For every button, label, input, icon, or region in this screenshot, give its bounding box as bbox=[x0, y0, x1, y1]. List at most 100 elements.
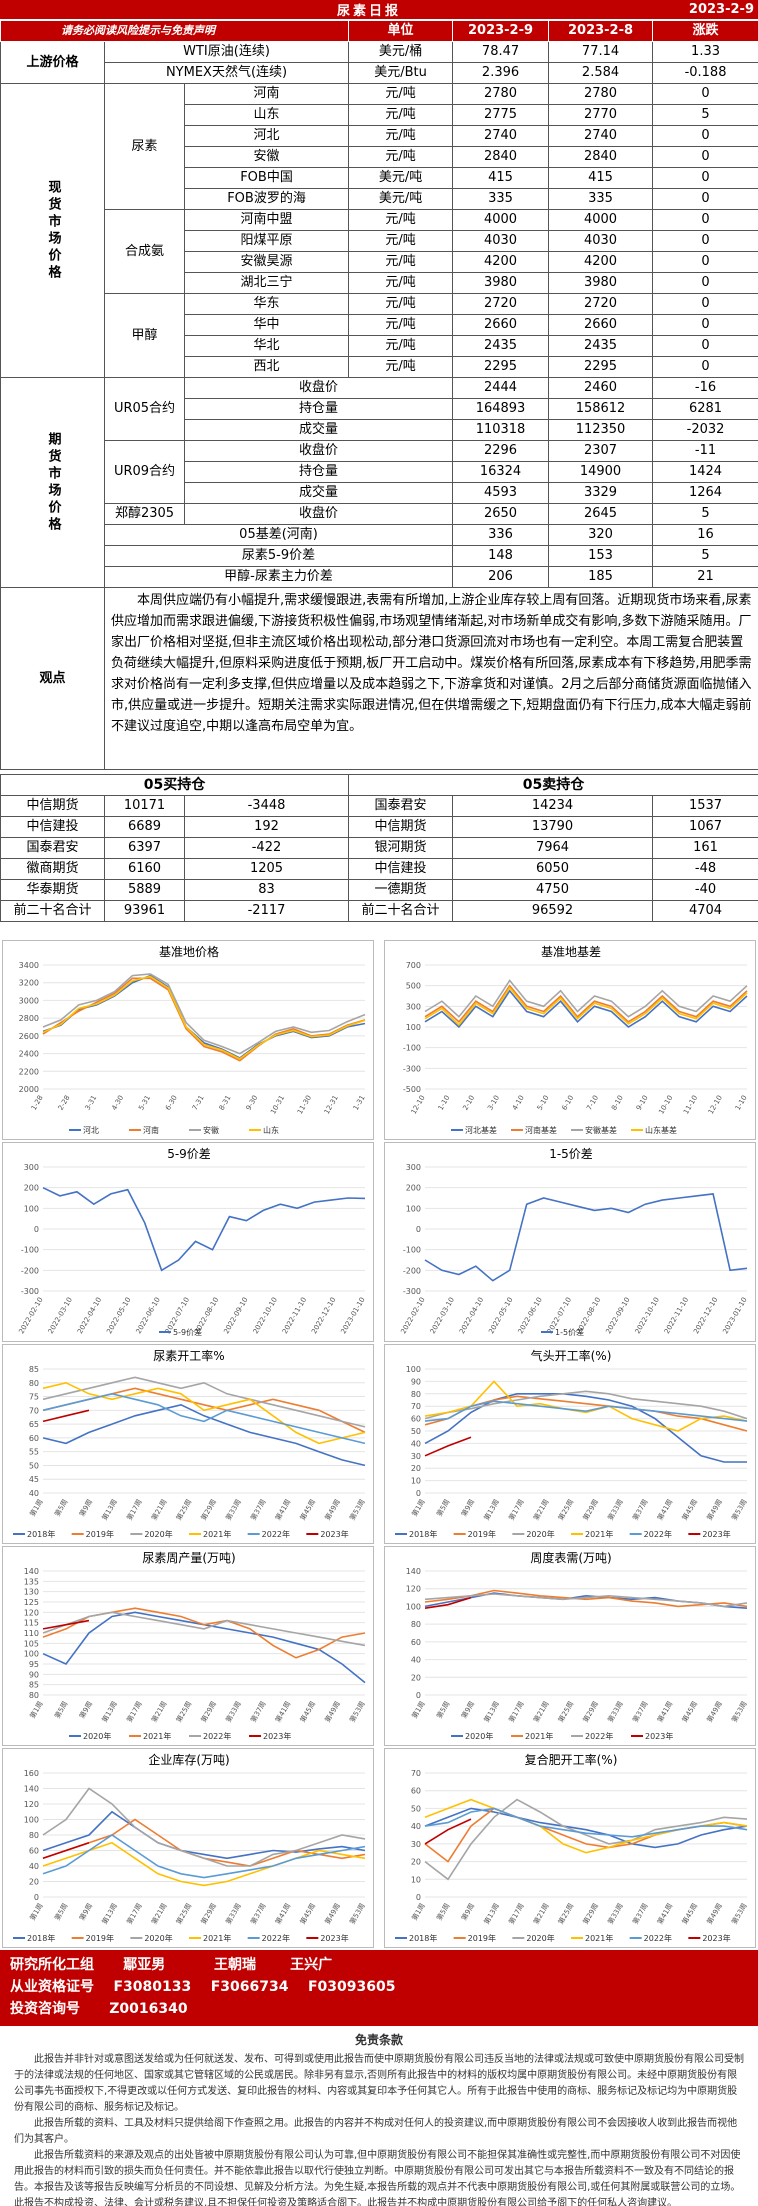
x-tick-label: 第45周 bbox=[298, 1498, 317, 1522]
item-name: 收盘价 bbox=[183, 440, 454, 462]
y-tick-label: 70 bbox=[411, 1402, 421, 1411]
x-tick-label: 第13周 bbox=[482, 1498, 501, 1522]
futures-row: 持仓量 16324 14900 1424 bbox=[1, 461, 758, 483]
position-row: 中信期货 10171 -3448 国泰君安 14234 1537 bbox=[0, 795, 758, 817]
legend-label: 河北基差 bbox=[465, 1125, 497, 1135]
y-tick-label: 45 bbox=[29, 1475, 39, 1484]
legend-label: 安徽 bbox=[203, 1125, 219, 1135]
y-tick-label: 140 bbox=[24, 1785, 39, 1794]
x-tick-label: 第37周 bbox=[248, 1902, 267, 1926]
series-line bbox=[424, 1400, 748, 1422]
item-name: 河南中盟 bbox=[183, 209, 350, 231]
value-change: 0 bbox=[652, 314, 758, 336]
y-tick-label: -100 bbox=[403, 1246, 421, 1255]
chart-8: 企业库存(万吨) 0 20 40 60 80 100 120 140 160 第1周 第5周 第9周 第1… bbox=[2, 1748, 374, 1948]
y-tick-label: 0 bbox=[34, 1225, 39, 1234]
series-line bbox=[424, 986, 748, 1027]
x-tick-label: 2022-06-10 bbox=[517, 1296, 544, 1335]
y-tick-label: 100 bbox=[406, 1602, 421, 1611]
legend-label: 2021年 bbox=[585, 1933, 613, 1943]
value-date2: 2770 bbox=[548, 104, 654, 126]
long-volume: 6689 bbox=[104, 816, 185, 838]
y-tick-label: 20 bbox=[411, 1673, 421, 1682]
long-volume: 6160 bbox=[104, 858, 185, 880]
x-tick-label: 2022-03-10 bbox=[429, 1296, 456, 1335]
x-tick-label: 第13周 bbox=[100, 1700, 119, 1724]
footer-line2: 从业资格证号 F3080133 F3066734 F03093605 bbox=[10, 1979, 396, 1995]
y-tick-label: 160 bbox=[24, 1769, 39, 1778]
value-date2: 415 bbox=[548, 167, 654, 189]
x-tick-label: 2023-01-10 bbox=[339, 1296, 366, 1335]
futures-row: 持仓量 164893 158612 6281 bbox=[1, 398, 758, 420]
x-tick-label: 第1周 bbox=[410, 1498, 427, 1518]
disclaimer-title: 免责条款 bbox=[354, 2033, 403, 2047]
x-tick-label: 2022-06-10 bbox=[135, 1296, 162, 1335]
x-tick-label: 第37周 bbox=[630, 1498, 649, 1522]
item-name: 湖北三宁 bbox=[183, 272, 350, 294]
col-unit: 单位 bbox=[348, 20, 454, 42]
x-tick-label: 2022-11-10 bbox=[663, 1296, 690, 1335]
legend-label: 2023年 bbox=[263, 1731, 291, 1741]
value-date1: 2775 bbox=[452, 104, 550, 126]
y-tick-label: 20 bbox=[411, 1464, 421, 1473]
broker-name: 国泰君安 bbox=[348, 795, 453, 817]
y-tick-label: 120 bbox=[24, 1608, 39, 1617]
x-tick-label: 第45周 bbox=[298, 1902, 317, 1926]
y-tick-label: 90 bbox=[411, 1377, 421, 1386]
futures-row: 05基差(河南) 336 320 16 bbox=[1, 524, 758, 546]
spot-section-label: 现货市场价格 bbox=[45, 179, 61, 282]
item-name: 河南 bbox=[183, 83, 350, 105]
value-change: 0 bbox=[652, 293, 758, 315]
x-tick-label: 2022-02-10 bbox=[17, 1296, 44, 1335]
y-tick-label: 60 bbox=[29, 1434, 39, 1443]
futures-row: 成交量 4593 3329 1264 bbox=[1, 482, 758, 504]
futures-row: 甲醇-尿素主力价差 206 185 21 bbox=[1, 566, 758, 588]
y-tick-label: 140 bbox=[406, 1567, 421, 1576]
series-line bbox=[42, 1392, 366, 1445]
chart-svg: 基准地基差 -500 -300 -100 100 300 500 700 12-10 1-10 2-… bbox=[403, 945, 749, 1135]
value-date2: 158612 bbox=[548, 398, 654, 420]
x-tick-label: 第53周 bbox=[729, 1902, 748, 1926]
value-change: 0 bbox=[652, 209, 758, 231]
futures-row: 成交量 110318 112350 -2032 bbox=[1, 419, 758, 441]
x-tick-label: 11-30 bbox=[296, 1094, 313, 1116]
value-date1: 4030 bbox=[452, 230, 550, 252]
x-tick-label: 第45周 bbox=[680, 1700, 699, 1724]
long-change: 1205 bbox=[184, 858, 349, 880]
upstream-row: NYMEX天然气(连续) 美元/Btu 2.396 2.584 -0.188 bbox=[1, 62, 758, 84]
y-tick-label: 0 bbox=[34, 1893, 39, 1902]
upstream-label: 上游价格 bbox=[0, 41, 105, 84]
x-tick-label: 第25周 bbox=[556, 1902, 575, 1926]
value-date2: 185 bbox=[548, 566, 654, 588]
view-label: 观点 bbox=[0, 587, 105, 770]
x-tick-label: 1-31 bbox=[352, 1094, 367, 1112]
value-date1: 2435 bbox=[452, 335, 550, 357]
spot-row: 现货市场价格 尿素 河南 元/吨 2780 2780 0 bbox=[0, 83, 758, 378]
value-change: 1264 bbox=[652, 482, 758, 504]
series-line bbox=[42, 973, 366, 1055]
unit-cell: 元/吨 bbox=[348, 83, 454, 105]
legend-label: 5-9价差 bbox=[173, 1327, 202, 1337]
unit-cell: 元/吨 bbox=[348, 230, 454, 252]
x-tick-label: 第49周 bbox=[323, 1700, 342, 1724]
report-date: 2023-2-9 bbox=[688, 2, 754, 17]
x-tick-label: 第33周 bbox=[224, 1498, 243, 1522]
item-name: FOB中国 bbox=[183, 167, 350, 189]
value-date1: 2660 bbox=[452, 314, 550, 336]
x-tick-label: 2022-04-10 bbox=[458, 1296, 485, 1335]
spot-label: 现货市场价格 bbox=[0, 83, 105, 378]
spot-row: 甲醇 华东 元/吨 2720 2720 0 bbox=[1, 293, 758, 378]
y-tick-label: 200 bbox=[406, 1184, 421, 1193]
x-tick-label: 4-10 bbox=[511, 1094, 526, 1112]
y-tick-label: 0 bbox=[416, 1893, 421, 1902]
x-tick-label: 第9周 bbox=[77, 1498, 94, 1518]
item-name: 河北 bbox=[183, 125, 350, 147]
series-line bbox=[424, 1395, 748, 1432]
x-tick-label: 第21周 bbox=[531, 1700, 550, 1724]
x-tick-label: 第9周 bbox=[77, 1700, 94, 1720]
y-tick-label: 80 bbox=[411, 1390, 421, 1399]
long-change: -2117 bbox=[184, 900, 349, 922]
short-volume: 4750 bbox=[452, 879, 653, 901]
long-change: -3448 bbox=[184, 795, 349, 817]
position-row: 国泰君安 6397 -422 银河期货 7964 161 bbox=[0, 837, 758, 859]
